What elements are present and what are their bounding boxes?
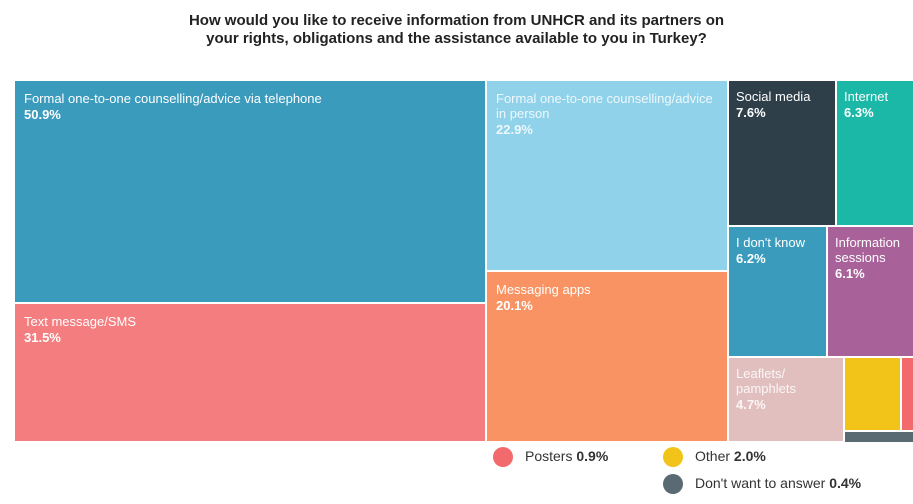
treemap-tile-dontknow: I don't know 6.2% (729, 227, 826, 356)
tile-value-internet: 6.3% (844, 105, 874, 120)
treemap-tile-other (845, 358, 900, 430)
treemap-tile-posters (902, 358, 913, 430)
tile-value-phone: 50.9% (24, 107, 61, 122)
tile-label-leaflets: Leaflets/ pamphlets (736, 366, 796, 396)
tile-value-sessions: 6.1% (835, 266, 865, 281)
treemap-tile-leaflets: Leaflets/ pamphlets 4.7% (729, 358, 843, 441)
tile-label-inperson: Formal one-to-one counselling/advice in … (496, 91, 713, 121)
tile-label-internet: Internet (844, 89, 889, 104)
chart-title: How would you like to receive informatio… (0, 12, 913, 48)
treemap-tile-internet: Internet 6.3% (837, 81, 913, 225)
tile-label-social: Social media (736, 89, 811, 104)
tile-value-inperson: 22.9% (496, 122, 533, 137)
treemap-tile-messaging: Messaging apps 20.1% (487, 272, 727, 441)
tile-label-sessions: Information sessions (835, 235, 901, 265)
treemap-tile-inperson: Formal one-to-one counselling/advice in … (487, 81, 727, 270)
treemap-tile-sms: Text message/SMS 31.5% (15, 304, 485, 441)
treemap-tile-nowant (845, 432, 913, 442)
tile-label-messaging: Messaging apps (496, 282, 591, 297)
tile-value-dontknow: 6.2% (736, 251, 766, 266)
tile-label-dontknow: I don't know (736, 235, 805, 250)
chart-title-line-1: How would you like to receive informatio… (188, 12, 725, 29)
tile-value-leaflets: 4.7% (736, 397, 766, 412)
treemap-tile-phone: Formal one-to-one counselling/advice via… (15, 81, 485, 302)
tile-value-social: 7.6% (736, 105, 766, 120)
tile-value-messaging: 20.1% (496, 298, 533, 313)
treemap-tile-social: Social media 7.6% (729, 81, 835, 225)
tile-label-sms: Text message/SMS (24, 314, 136, 329)
tile-label-phone: Formal one-to-one counselling/advice via… (24, 91, 322, 106)
chart-title-line-2: your rights, obligations and the assista… (206, 30, 707, 47)
tile-value-sms: 31.5% (24, 330, 61, 345)
treemap-tile-sessions: Information sessions 6.1% (828, 227, 913, 356)
